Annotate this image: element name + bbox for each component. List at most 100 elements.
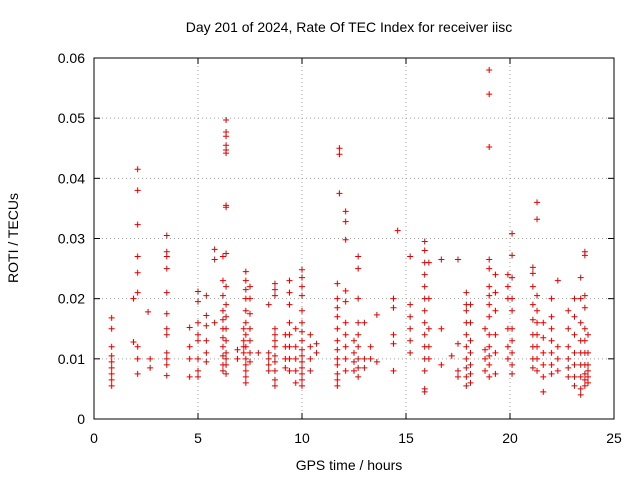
data-point xyxy=(554,367,561,374)
data-point xyxy=(186,355,193,362)
data-point xyxy=(486,331,493,338)
data-point xyxy=(407,253,414,260)
data-point xyxy=(271,352,278,359)
data-point xyxy=(292,379,299,386)
data-point xyxy=(286,331,293,338)
data-point xyxy=(581,376,588,383)
data-point xyxy=(548,295,555,302)
data-point xyxy=(271,331,278,338)
data-point xyxy=(342,218,349,225)
data-point xyxy=(529,264,536,271)
data-point xyxy=(247,337,253,344)
data-point xyxy=(463,364,470,371)
data-point xyxy=(265,301,272,308)
data-point xyxy=(509,361,516,368)
data-point xyxy=(355,373,362,380)
data-point xyxy=(534,199,541,206)
data-point xyxy=(271,343,278,350)
data-point xyxy=(534,343,541,350)
data-point xyxy=(565,343,572,350)
data-point xyxy=(565,325,572,332)
data-point xyxy=(271,325,278,332)
data-point xyxy=(407,337,414,344)
data-point xyxy=(367,355,374,362)
data-point xyxy=(565,364,572,371)
data-point xyxy=(286,319,293,326)
data-point xyxy=(548,313,555,320)
y-tick-label: 0.04 xyxy=(58,170,85,186)
data-point xyxy=(504,283,511,290)
data-point xyxy=(307,367,314,374)
data-point xyxy=(307,331,314,338)
data-point xyxy=(492,331,499,338)
data-point xyxy=(299,274,305,281)
data-point xyxy=(421,247,428,254)
data-point xyxy=(242,331,249,338)
data-point xyxy=(211,319,218,326)
data-point xyxy=(265,361,272,368)
data-point xyxy=(540,361,547,368)
data-point xyxy=(463,373,470,380)
data-point xyxy=(286,367,293,374)
y-tick-label: 0.01 xyxy=(58,351,85,367)
data-point xyxy=(421,319,428,326)
data-point xyxy=(585,373,591,380)
data-point xyxy=(299,346,305,353)
data-point xyxy=(195,288,201,295)
data-point xyxy=(163,325,170,332)
data-point xyxy=(242,361,249,368)
data-point xyxy=(195,319,201,326)
data-point xyxy=(203,337,210,344)
data-point xyxy=(247,310,253,317)
data-point xyxy=(134,187,141,194)
data-point xyxy=(509,252,516,259)
data-point xyxy=(299,328,305,335)
data-point xyxy=(342,236,349,243)
data-point xyxy=(195,355,201,362)
data-point xyxy=(548,361,555,368)
data-point xyxy=(534,216,541,223)
data-point xyxy=(390,304,397,311)
data-point xyxy=(342,208,349,215)
data-point xyxy=(540,334,547,341)
data-point xyxy=(265,367,272,374)
data-point xyxy=(355,331,362,338)
data-point xyxy=(534,331,541,338)
data-point xyxy=(361,355,368,362)
data-point xyxy=(203,322,210,329)
data-point xyxy=(219,292,226,299)
data-point xyxy=(334,337,341,344)
data-point xyxy=(554,355,561,362)
data-point xyxy=(486,361,493,368)
data-point xyxy=(336,151,343,158)
data-point xyxy=(486,373,493,380)
data-point xyxy=(271,286,278,293)
data-point xyxy=(145,308,152,315)
data-point xyxy=(467,379,474,386)
data-point xyxy=(355,355,362,362)
data-point xyxy=(529,270,536,277)
data-point xyxy=(186,373,193,380)
data-point xyxy=(299,352,305,359)
data-point xyxy=(581,337,588,344)
data-point xyxy=(407,301,414,308)
data-point xyxy=(219,334,226,341)
data-point xyxy=(529,301,536,308)
data-point xyxy=(247,295,253,302)
data-point xyxy=(240,325,247,332)
data-point xyxy=(219,367,226,374)
data-point xyxy=(342,367,349,374)
data-point xyxy=(421,238,428,245)
data-point xyxy=(223,370,230,377)
data-point xyxy=(455,367,461,374)
data-point xyxy=(299,376,305,383)
data-point xyxy=(355,253,362,260)
data-point xyxy=(271,337,278,344)
data-point xyxy=(299,370,305,377)
data-point xyxy=(463,343,470,350)
data-point xyxy=(486,301,493,308)
data-point xyxy=(134,343,141,350)
data-point xyxy=(242,277,249,284)
